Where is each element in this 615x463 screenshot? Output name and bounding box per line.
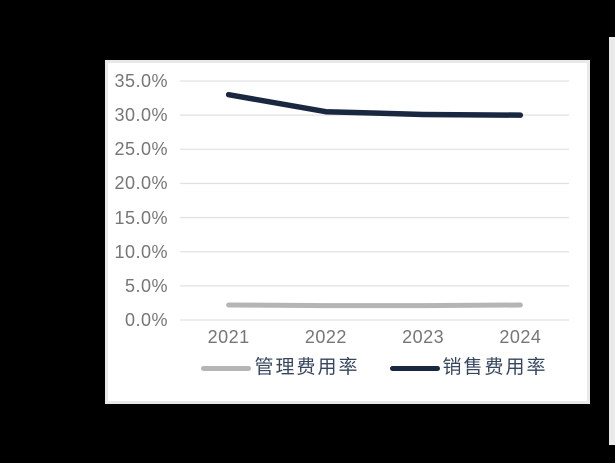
- x-tick-label: 2024: [499, 327, 542, 347]
- legend-line-marker-gray: [201, 365, 252, 371]
- legend-item-admin-expense-ratio: 管理费用率: [201, 356, 359, 380]
- legend-label-admin-expense-ratio: 管理费用率: [254, 357, 360, 378]
- y-tick-label: 25.0%: [114, 139, 168, 160]
- y-tick-label: 20.0%: [114, 173, 168, 194]
- legend-label-sales-expense-ratio: 销售费用率: [442, 357, 548, 378]
- y-tick-label: 35.0%: [114, 71, 168, 91]
- y-tick-label: 15.0%: [114, 207, 168, 228]
- x-tick-label: 2023: [402, 327, 445, 347]
- chart-legend: 管理费用率 销售费用率: [180, 355, 569, 381]
- y-tick-label: 5.0%: [124, 275, 168, 296]
- chart-svg: [180, 80, 569, 321]
- chart-panel: 35.0% 30.0% 25.0% 20.0% 15.0% 10.0% 5.0% 0.0% 2…: [105, 60, 590, 404]
- x-tick-label: 2022: [304, 327, 347, 347]
- series-line-1: [225, 91, 524, 118]
- y-tick-label: 10.0%: [114, 241, 168, 262]
- adjacent-panel-edge: [609, 37, 615, 445]
- y-tick-label: 0.0%: [124, 310, 168, 330]
- y-tick-label: 30.0%: [114, 105, 168, 126]
- x-tick-label: 2021: [207, 327, 250, 347]
- series-line-0: [226, 302, 523, 309]
- legend-item-sales-expense-ratio: 销售费用率: [389, 356, 548, 380]
- legend-line-marker-navy: [389, 365, 440, 371]
